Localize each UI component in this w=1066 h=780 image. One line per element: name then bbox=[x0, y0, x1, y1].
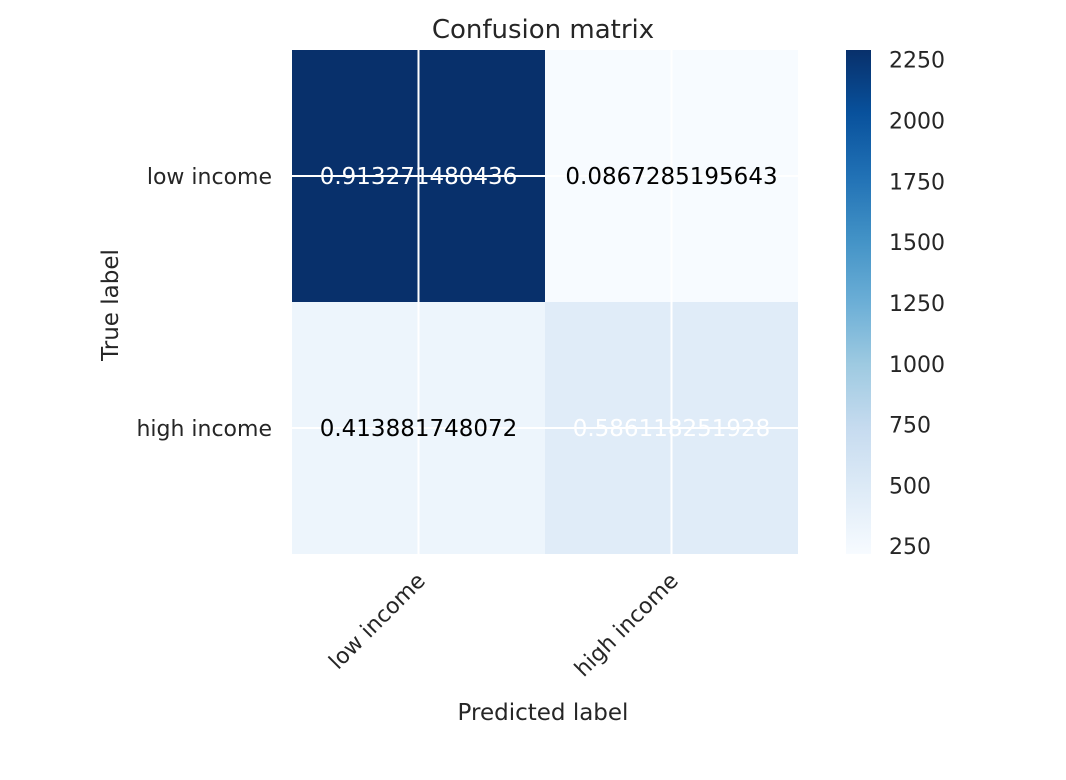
x-tick-label: low income bbox=[325, 569, 431, 675]
cell-value-0-0: 0.913271480436 bbox=[320, 164, 518, 190]
x-tick-labels: low income high income bbox=[325, 569, 684, 683]
x-tick-label: high income bbox=[570, 569, 684, 683]
cell-value-1-0: 0.413881748072 bbox=[320, 416, 518, 442]
colorbar-tick-label: 1500 bbox=[889, 231, 945, 256]
colorbar-tick-label: 1000 bbox=[889, 353, 945, 378]
colorbar-tick-labels: 250 500 750 1000 1250 1500 1750 2000 2250 bbox=[889, 49, 945, 560]
colorbar-tick-label: 2000 bbox=[889, 110, 945, 135]
grid-lines bbox=[292, 50, 798, 554]
cell-value-0-1: 0.0867285195643 bbox=[565, 164, 777, 190]
y-tick-labels: low income high income bbox=[136, 165, 272, 442]
y-axis-label: True label bbox=[98, 249, 124, 362]
colorbar-tick-label: 500 bbox=[889, 474, 931, 499]
colorbar-tick-label: 250 bbox=[889, 535, 931, 560]
cell-value-1-1: 0.586118251928 bbox=[573, 416, 771, 442]
y-tick-label: high income bbox=[136, 417, 272, 442]
colorbar-tick-label: 750 bbox=[889, 414, 931, 439]
colorbar bbox=[846, 50, 871, 554]
y-tick-label: low income bbox=[147, 165, 272, 190]
cell-values: 0.913271480436 0.0867285195643 0.413881748… bbox=[320, 164, 778, 442]
matrix-cells bbox=[292, 50, 798, 554]
colorbar-tick-label: 1250 bbox=[889, 292, 945, 317]
colorbar-tick-label: 2250 bbox=[889, 49, 945, 74]
chart-title: Confusion matrix bbox=[432, 15, 654, 45]
x-axis-label: Predicted label bbox=[458, 700, 629, 726]
colorbar-tick-label: 1750 bbox=[889, 170, 945, 195]
